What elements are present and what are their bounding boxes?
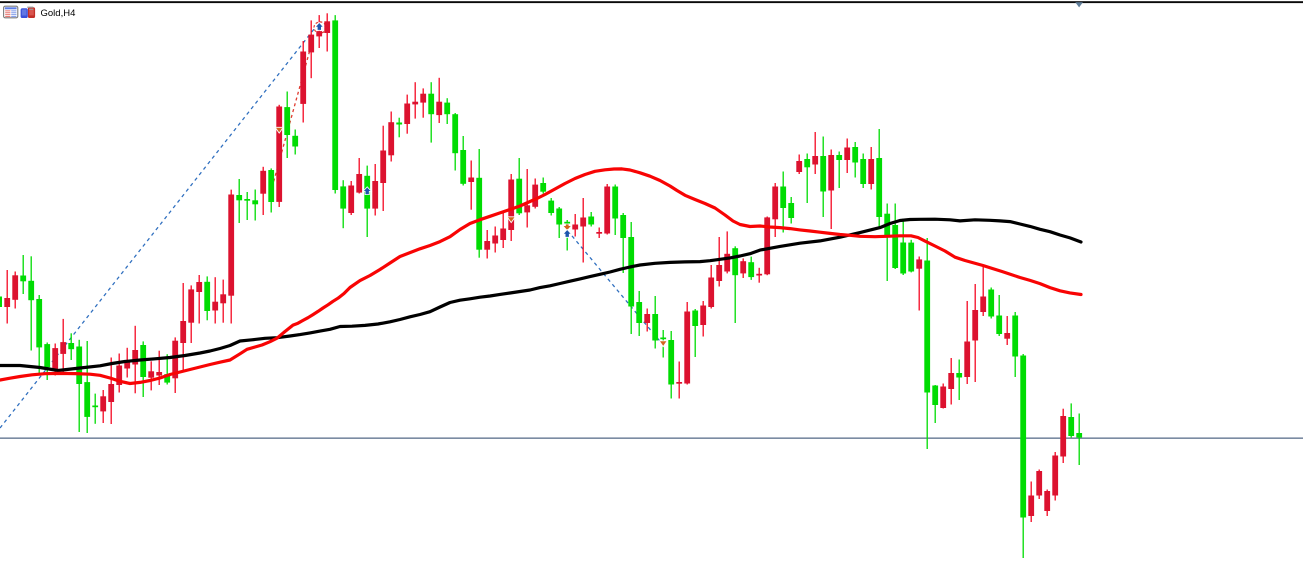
svg-text:Gold,H4: Gold,H4 bbox=[41, 8, 76, 19]
